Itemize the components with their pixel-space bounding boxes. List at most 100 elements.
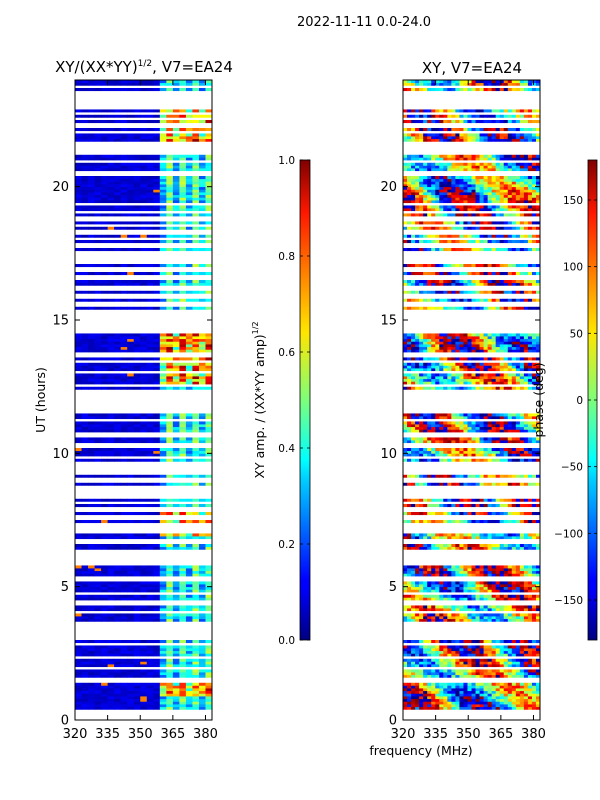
heatmap-cell xyxy=(153,306,161,310)
heatmap-cell xyxy=(507,669,513,673)
heatmap-cell xyxy=(467,474,472,478)
flagged-row xyxy=(75,144,212,147)
heatmap-cell xyxy=(205,120,213,124)
heatmap-cell xyxy=(81,453,89,457)
heatmap-cell xyxy=(140,162,148,166)
heatmap-cell xyxy=(431,453,436,457)
heatmap-cell xyxy=(75,82,82,86)
heatmap-cell xyxy=(127,474,135,478)
heatmap-cell xyxy=(503,573,509,577)
heatmap-cell xyxy=(114,192,122,196)
flagged-row xyxy=(75,152,212,155)
heatmap-cell xyxy=(133,248,141,252)
heatmap-cell xyxy=(487,698,493,702)
heatmap-cell xyxy=(120,197,128,201)
flagged-row xyxy=(75,517,212,520)
heatmap-cell xyxy=(75,704,82,708)
heatmap-cell xyxy=(133,306,141,310)
heatmap-cell xyxy=(159,594,167,598)
heatmap-cell xyxy=(479,533,484,537)
heatmap-cell xyxy=(471,645,476,649)
heatmap-cell xyxy=(527,458,533,462)
heatmap-cell xyxy=(487,674,493,678)
heatmap-cell xyxy=(535,520,541,524)
flagged-row xyxy=(75,330,212,334)
heatmap-cell xyxy=(495,546,501,550)
heatmap-cell xyxy=(403,594,408,598)
heatmap-cell xyxy=(172,498,180,502)
heatmap-cell xyxy=(427,378,432,382)
heatmap-cell xyxy=(185,706,193,710)
heatmap-cell xyxy=(88,658,95,662)
heatmap-cell xyxy=(475,544,480,548)
heatmap-cell xyxy=(205,658,213,662)
heatmap-cell xyxy=(511,640,517,644)
heatmap-cell xyxy=(81,248,89,252)
heatmap-cell xyxy=(439,429,444,433)
heatmap-cell xyxy=(153,154,161,158)
heatmap-cell xyxy=(507,453,513,457)
heatmap-cell xyxy=(120,589,128,593)
heatmap-cell xyxy=(499,426,505,430)
heatmap-cell xyxy=(107,280,115,284)
heatmap-cell xyxy=(515,450,521,454)
heatmap-cell xyxy=(479,544,484,548)
heatmap-cell xyxy=(114,453,122,457)
heatmap-cell xyxy=(471,536,476,540)
heatmap-cell xyxy=(192,544,200,548)
heatmap-cell xyxy=(403,498,408,502)
heatmap-cell xyxy=(531,570,537,574)
heatmap-cell xyxy=(451,674,456,678)
amplitude-y-tick-label: 10 xyxy=(52,447,69,462)
heatmap-cell xyxy=(94,194,102,198)
heatmap-cell xyxy=(427,685,432,689)
heatmap-cell xyxy=(159,189,167,193)
heatmap-cell xyxy=(179,661,187,665)
amplitude-plot-frame xyxy=(74,79,213,721)
heatmap-cell xyxy=(205,290,213,294)
heatmap-cell xyxy=(75,378,82,382)
heatmap-cell xyxy=(114,381,122,385)
heatmap-cell xyxy=(407,546,412,550)
heatmap-cell xyxy=(475,698,480,702)
heatmap-cell xyxy=(411,373,416,377)
heatmap-cell xyxy=(419,650,424,654)
heatmap-cell xyxy=(499,645,505,649)
heatmap-cell xyxy=(205,82,213,86)
heatmap-cell xyxy=(153,690,161,694)
heatmap-cell xyxy=(107,613,115,617)
heatmap-cell xyxy=(451,586,456,590)
flagged-row xyxy=(75,122,212,126)
heatmap-cell xyxy=(133,584,141,588)
heatmap-cell xyxy=(487,696,493,700)
heatmap-cell xyxy=(192,362,200,366)
flagged-row xyxy=(75,552,212,555)
heatmap-cell xyxy=(107,429,115,433)
heatmap-cell xyxy=(491,685,497,689)
heatmap-cell xyxy=(101,424,109,428)
heatmap-cell xyxy=(423,373,428,377)
heatmap-cell xyxy=(172,672,180,676)
heatmap-cell xyxy=(403,413,408,417)
heatmap-cell xyxy=(127,136,135,140)
heatmap-cell xyxy=(140,298,148,302)
heatmap-cell xyxy=(459,376,464,380)
heatmap-cell xyxy=(535,581,541,585)
heatmap-cell xyxy=(185,176,193,180)
heatmap-cell xyxy=(439,682,444,686)
heatmap-cell xyxy=(511,648,517,652)
heatmap-cell xyxy=(471,362,476,366)
heatmap-cell xyxy=(192,272,200,276)
heatmap-cell xyxy=(146,346,154,350)
heatmap-cell xyxy=(127,685,135,689)
heatmap-cell xyxy=(439,661,444,665)
heatmap-cell xyxy=(411,498,416,502)
heatmap-cell xyxy=(531,594,537,598)
heatmap-cell xyxy=(467,482,472,486)
heatmap-cell xyxy=(507,482,513,486)
heatmap-cell xyxy=(467,640,472,644)
heatmap-cell xyxy=(451,381,456,385)
heatmap-cell xyxy=(447,696,452,700)
heatmap-cell xyxy=(107,448,115,452)
heatmap-cell xyxy=(527,648,533,652)
